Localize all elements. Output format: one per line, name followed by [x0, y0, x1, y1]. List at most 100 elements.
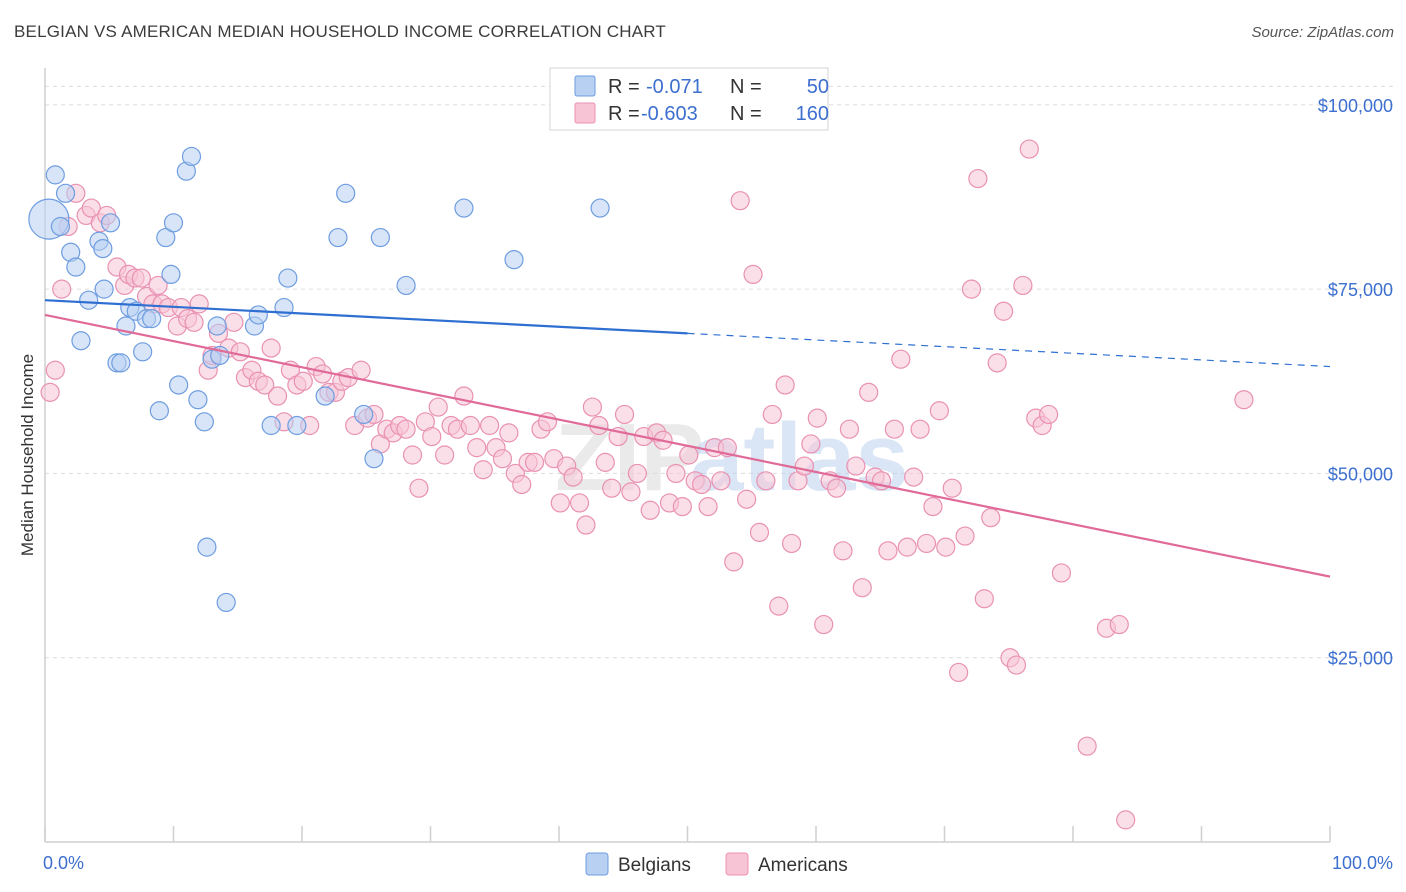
american-point	[994, 301, 1014, 321]
legend-label-americans: Americans	[758, 855, 848, 876]
american-point	[910, 419, 930, 439]
american-point	[974, 589, 994, 609]
legend-n-label-belgians: N =	[730, 76, 762, 98]
belgian-point	[194, 412, 214, 432]
chart-source: Source: ZipAtlas.com	[1251, 24, 1394, 41]
american-point	[852, 578, 872, 598]
legend-swatch-belgians-bottom	[585, 852, 609, 876]
american-point	[929, 401, 949, 421]
american-point	[1077, 736, 1097, 756]
american-point	[794, 456, 815, 476]
legend-r-label-belgians: R =	[608, 76, 640, 98]
american-point	[255, 375, 275, 395]
watermark-atlas: atlas	[690, 404, 909, 511]
american-point	[189, 294, 209, 314]
american-point	[230, 342, 250, 362]
american-point	[40, 382, 60, 402]
belgian-point	[287, 415, 307, 436]
american-point	[131, 268, 151, 288]
belgian-point	[111, 353, 131, 373]
american-point	[351, 360, 371, 380]
american-point	[672, 497, 692, 517]
american-point	[1109, 614, 1129, 635]
american-point	[45, 360, 65, 380]
american-point	[961, 279, 982, 299]
american-point	[422, 426, 442, 447]
american-point	[711, 471, 731, 491]
american-point	[312, 364, 333, 384]
american-point	[1006, 655, 1027, 675]
american-point	[955, 526, 975, 546]
american-point	[563, 467, 583, 487]
american-point	[1019, 139, 1039, 159]
belgian-point	[328, 227, 348, 248]
american-point	[267, 386, 288, 406]
american-point	[435, 445, 455, 465]
belgian-points	[28, 146, 610, 613]
belgian-point	[396, 275, 416, 296]
trend-lines	[44, 299, 1331, 578]
y-tick-label-75000: $75,000	[1328, 280, 1393, 300]
american-point	[492, 449, 513, 469]
american-point	[737, 489, 757, 509]
american-point	[666, 463, 686, 484]
american-point	[781, 533, 802, 554]
american-point	[839, 419, 860, 439]
belgian-point	[188, 390, 208, 410]
belgian-point	[261, 415, 281, 436]
american-point	[550, 493, 570, 513]
american-point	[81, 198, 101, 218]
belgian-point	[336, 183, 356, 203]
american-point	[499, 423, 519, 443]
american-point	[884, 419, 904, 439]
american-point	[807, 408, 827, 428]
american-point	[916, 533, 937, 554]
x-tick-label-0: 0.0%	[43, 853, 84, 873]
american-point	[814, 614, 834, 635]
american-point	[569, 493, 590, 513]
belgian-point	[163, 213, 184, 233]
belgian-point	[156, 227, 176, 248]
american-point	[756, 471, 776, 491]
american-point	[897, 537, 917, 557]
legend-r-value-belgians: -0.071	[646, 76, 703, 98]
belgian-point	[590, 198, 610, 218]
american-point	[762, 404, 782, 425]
american-point	[826, 478, 847, 498]
american-point	[936, 537, 956, 557]
belgian-point	[71, 331, 91, 351]
legend-box	[549, 67, 829, 131]
american-point	[1013, 275, 1033, 296]
belgian-point	[79, 290, 99, 310]
american-point	[640, 500, 660, 520]
belgian-point	[100, 213, 121, 233]
belgian-point	[161, 264, 181, 284]
american-point	[743, 264, 763, 284]
american-point	[968, 168, 988, 189]
belgian-point	[149, 401, 169, 421]
belgian-point	[248, 305, 268, 325]
american-point	[1038, 404, 1059, 425]
belgian-point	[504, 250, 524, 270]
american-point	[891, 349, 911, 369]
american-point	[576, 515, 596, 535]
american-point	[942, 478, 962, 498]
legend-n-value-belgians: 50	[807, 76, 829, 98]
legend-swatch-americans-bottom	[725, 852, 749, 876]
belgian-point	[94, 279, 114, 299]
american-point	[730, 191, 750, 211]
y-axis-tick-labels: $25,000 $50,000 $75,000 $100,000	[1318, 96, 1393, 669]
american-point	[52, 279, 72, 299]
american-point	[904, 467, 924, 487]
belgian-point	[142, 309, 162, 329]
belgian-point	[278, 268, 298, 288]
american-point	[460, 415, 480, 436]
y-axis-label: Median Household Income	[18, 354, 37, 556]
legend-swatch-belgians	[574, 75, 596, 97]
american-point	[923, 497, 943, 517]
american-point	[749, 522, 770, 543]
belgian-point	[216, 592, 236, 613]
american-point	[261, 338, 281, 358]
x-axis-ticks	[44, 826, 1331, 842]
